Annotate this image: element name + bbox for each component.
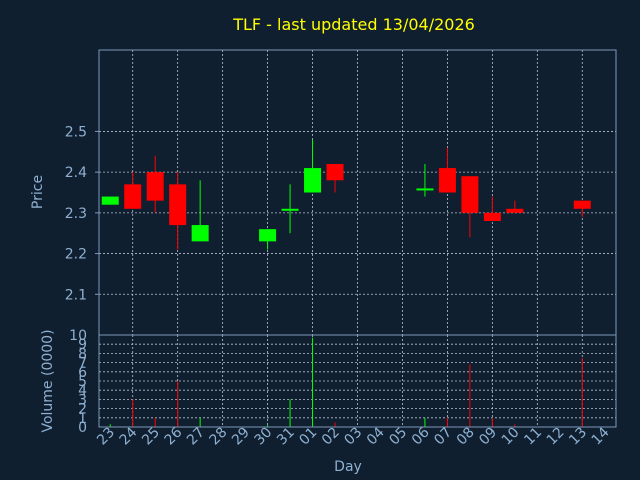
volume-panel-frame <box>98 334 617 428</box>
candle <box>259 229 277 250</box>
price-tick-label: 2.3 <box>65 206 87 222</box>
candle <box>281 184 299 234</box>
candle-body <box>416 188 434 191</box>
price-tick-label: 2.1 <box>65 287 87 303</box>
candle-body <box>438 168 456 193</box>
chart-title: TLF - last updated 13/04/2026 <box>232 15 475 34</box>
candle <box>304 139 322 193</box>
volume-tick-label: 1 <box>78 411 87 427</box>
volume-bars <box>109 337 583 427</box>
candle <box>438 147 456 193</box>
volume-tick-label: 2 <box>78 402 87 418</box>
candle-body <box>573 200 591 209</box>
candle-body <box>506 208 524 213</box>
price-tick-label: 2.4 <box>65 165 87 181</box>
candle-body <box>259 229 277 242</box>
candle <box>146 155 164 213</box>
candle <box>483 196 501 221</box>
candles <box>101 139 591 250</box>
candle-body <box>191 225 209 242</box>
candle <box>191 180 209 242</box>
candle <box>169 172 187 250</box>
volume-tick-label: 9 <box>78 337 87 353</box>
price-tick-label: 2.5 <box>65 124 87 140</box>
price-tick-label: 2.2 <box>65 247 87 263</box>
volume-axis-label: Volume (0000) <box>40 329 56 432</box>
candle <box>506 200 524 213</box>
candle <box>573 200 591 217</box>
volume-tick-label: 0 <box>78 420 87 436</box>
candle-body <box>169 184 187 226</box>
volume-tick-label: 4 <box>78 383 87 399</box>
candle-body <box>124 184 142 209</box>
candle <box>101 196 119 205</box>
volume-tick-label: 5 <box>78 374 87 390</box>
candle <box>416 164 434 197</box>
candle-body <box>304 168 322 193</box>
price-ticks: 2.1 2.2 2.3 2.4 2.5 <box>65 124 99 303</box>
candle-body <box>326 164 344 181</box>
price-axis-label: Price <box>30 175 46 209</box>
candle-body <box>146 172 164 201</box>
volume-tick-label: 7 <box>78 356 87 372</box>
volume-tick-label: 10 <box>69 328 87 344</box>
volume-tick-label: 3 <box>78 392 87 408</box>
volume-tick-label: 8 <box>78 346 87 362</box>
candle-body <box>461 176 479 213</box>
candle <box>124 172 142 209</box>
volume-tick-label: 6 <box>78 365 87 381</box>
candle <box>461 176 479 238</box>
candle-body <box>483 212 501 221</box>
price-grid <box>99 50 616 335</box>
candle-body <box>281 208 299 211</box>
x-axis-label: Day <box>334 459 362 475</box>
candle-body <box>101 196 119 205</box>
x-axis-ticks: 2324252627282930310102030405060708091011… <box>94 424 612 448</box>
candle <box>326 164 344 193</box>
